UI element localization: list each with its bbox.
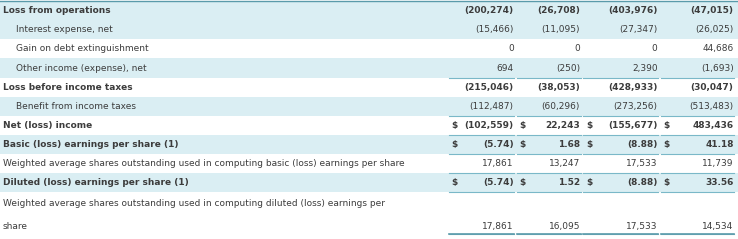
Text: 22,243: 22,243 (545, 121, 580, 130)
Text: Loss from operations: Loss from operations (3, 6, 111, 15)
Text: 1.52: 1.52 (558, 178, 580, 187)
Text: 14,534: 14,534 (703, 222, 734, 231)
Text: (513,483): (513,483) (689, 102, 734, 111)
Text: 33.56: 33.56 (706, 178, 734, 187)
Text: (403,976): (403,976) (608, 6, 658, 15)
Text: 17,861: 17,861 (482, 222, 514, 231)
Bar (0, 59, 738, 78)
Text: (8.88): (8.88) (627, 178, 658, 187)
Bar (0, 20, 738, 39)
Bar (0, 173, 738, 192)
Text: (47,015): (47,015) (691, 6, 734, 15)
Text: 0: 0 (574, 44, 580, 54)
Text: Weighted average shares outstanding used in computing basic (loss) earnings per : Weighted average shares outstanding used… (3, 159, 404, 168)
Text: 17,533: 17,533 (626, 159, 658, 168)
Text: $: $ (663, 121, 669, 130)
Text: $: $ (452, 178, 458, 187)
Text: (273,256): (273,256) (613, 102, 658, 111)
Text: (250): (250) (556, 64, 580, 73)
Text: $: $ (520, 140, 525, 149)
Text: Basic (loss) earnings per share (1): Basic (loss) earnings per share (1) (3, 140, 179, 149)
Bar (0, 1, 738, 20)
Bar (0, 135, 738, 154)
Text: Benefit from income taxes: Benefit from income taxes (16, 102, 137, 111)
Text: (8.88): (8.88) (627, 140, 658, 149)
Text: (155,677): (155,677) (608, 121, 658, 130)
Text: 2,390: 2,390 (632, 64, 658, 73)
Text: 17,861: 17,861 (482, 159, 514, 168)
Text: Diluted (loss) earnings per share (1): Diluted (loss) earnings per share (1) (3, 178, 189, 187)
Text: $: $ (586, 121, 592, 130)
Text: $: $ (452, 121, 458, 130)
Text: $: $ (586, 178, 592, 187)
Text: (30,047): (30,047) (691, 83, 734, 92)
Text: (26,025): (26,025) (695, 25, 734, 34)
Text: Interest expense, net: Interest expense, net (16, 25, 113, 34)
Text: (428,933): (428,933) (608, 83, 658, 92)
Text: 13,247: 13,247 (549, 159, 580, 168)
Text: (60,296): (60,296) (542, 102, 580, 111)
Bar (0, 97, 738, 116)
Text: $: $ (663, 178, 669, 187)
Text: 16,095: 16,095 (548, 222, 580, 231)
Text: (1,693): (1,693) (701, 64, 734, 73)
Text: 483,436: 483,436 (692, 121, 734, 130)
Text: (5.74): (5.74) (483, 178, 514, 187)
Text: (27,347): (27,347) (619, 25, 658, 34)
Text: 41.18: 41.18 (705, 140, 734, 149)
Text: (112,487): (112,487) (469, 102, 514, 111)
Text: (38,053): (38,053) (537, 83, 580, 92)
Text: $: $ (520, 178, 525, 187)
Text: $: $ (586, 140, 592, 149)
Text: 44,686: 44,686 (703, 44, 734, 54)
Text: 0: 0 (508, 44, 514, 54)
Bar (0, 78, 738, 97)
Text: (200,274): (200,274) (464, 6, 514, 15)
Text: share: share (3, 222, 28, 231)
Text: $: $ (452, 140, 458, 149)
Text: 17,533: 17,533 (626, 222, 658, 231)
Text: (5.74): (5.74) (483, 140, 514, 149)
Text: $: $ (520, 121, 525, 130)
Bar (0, 116, 738, 135)
Text: (102,559): (102,559) (464, 121, 514, 130)
Text: Gain on debt extinguishment: Gain on debt extinguishment (16, 44, 149, 54)
Text: Net (loss) income: Net (loss) income (3, 121, 92, 130)
Text: (15,466): (15,466) (475, 25, 514, 34)
Text: Weighted average shares outstanding used in computing diluted (loss) earnings pe: Weighted average shares outstanding used… (3, 200, 385, 208)
Text: Loss before income taxes: Loss before income taxes (3, 83, 133, 92)
Text: (26,708): (26,708) (537, 6, 580, 15)
Bar (0, 154, 738, 173)
Text: 694: 694 (497, 64, 514, 73)
Text: Other income (expense), net: Other income (expense), net (16, 64, 147, 73)
Bar (0, 192, 738, 234)
Text: $: $ (663, 140, 669, 149)
Text: 11,739: 11,739 (702, 159, 734, 168)
Text: 0: 0 (652, 44, 658, 54)
Bar (0, 39, 738, 59)
Text: (11,095): (11,095) (542, 25, 580, 34)
Text: 1.68: 1.68 (558, 140, 580, 149)
Text: (215,046): (215,046) (464, 83, 514, 92)
